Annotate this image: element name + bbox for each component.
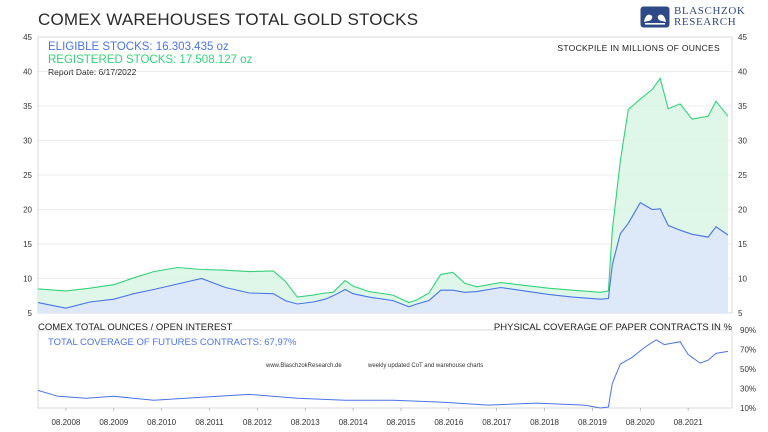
y-tick-label-left: 30 bbox=[23, 137, 32, 146]
lower-plot bbox=[37, 329, 733, 409]
x-tick-label: 08.2008 bbox=[51, 418, 80, 427]
unit-note: STOCKPILE IN MILLIONS OF OUNCES bbox=[557, 43, 720, 53]
x-tick-label: 08.2018 bbox=[530, 418, 559, 427]
coverage-tick-label: 30% bbox=[740, 385, 756, 394]
x-tick-label: 08.2016 bbox=[434, 418, 463, 427]
x-tick-label: 08.2009 bbox=[99, 418, 128, 427]
y-tick-label-right: 45 bbox=[738, 33, 747, 42]
footer-site: www.BlaschzokResearch.de bbox=[266, 363, 342, 369]
x-tick-label: 08.2015 bbox=[386, 418, 415, 427]
footer-note: weekly updated CoT and warehouse charts bbox=[368, 363, 484, 369]
y-tick-label-left: 10 bbox=[23, 275, 32, 284]
lower-y-axis-right: 10% 30% 50% 70% 90% bbox=[740, 326, 756, 413]
bull-bear-logo-icon bbox=[640, 6, 670, 28]
brand-name: BLASCHZOK RESEARCH bbox=[674, 6, 745, 28]
lower-panel-title: COMEX TOTAL OUNCES / OPEN INTEREST bbox=[38, 322, 233, 333]
series-registered-line bbox=[37, 77, 729, 304]
x-tick-label: 08.2010 bbox=[147, 418, 176, 427]
y-tick-label-right: 40 bbox=[738, 68, 747, 77]
x-tick-label: 08.2014 bbox=[339, 418, 368, 427]
coverage-tick-label: 90% bbox=[740, 326, 756, 335]
x-tick-label: 08.2021 bbox=[674, 418, 703, 427]
brand-logo: BLASCHZOK RESEARCH bbox=[640, 6, 745, 28]
y-tick-label-right: 15 bbox=[738, 240, 747, 249]
y-tick-label-left: 40 bbox=[23, 68, 32, 77]
x-tick-label: 08.2011 bbox=[195, 418, 224, 427]
x-tick-label: 08.2017 bbox=[482, 418, 511, 427]
upper-plot bbox=[37, 77, 729, 314]
coverage-tick-label: 50% bbox=[740, 365, 756, 374]
y-tick-label-right: 20 bbox=[738, 206, 747, 215]
y-tick-label-right: 5 bbox=[738, 309, 743, 318]
y-tick-label-right: 25 bbox=[738, 171, 747, 180]
x-tick-label: 08.2019 bbox=[578, 418, 607, 427]
series-coverage-line bbox=[37, 339, 729, 409]
legend-registered: REGISTERED STOCKS: 17.508.127 oz bbox=[48, 53, 253, 66]
upper-y-axis-left: 5 10 15 20 25 30 35 40 45 bbox=[23, 33, 32, 318]
y-tick-label-left: 45 bbox=[23, 33, 32, 42]
lower-plot-frame bbox=[37, 329, 733, 409]
chart-title: COMEX WAREHOUSES TOTAL GOLD STOCKS bbox=[38, 10, 419, 29]
y-tick-label-left: 35 bbox=[23, 102, 32, 111]
x-axis: 08.2008 08.2009 08.2010 08.2011 08.2012 08.20… bbox=[51, 408, 703, 427]
coverage-tick-label: 70% bbox=[740, 346, 756, 355]
y-tick-label-right: 35 bbox=[738, 102, 747, 111]
x-tick-label: 08.2020 bbox=[626, 418, 655, 427]
brand-line-2: RESEARCH bbox=[674, 16, 737, 28]
upper-y-axis-right: 5 10 15 20 25 30 35 40 45 bbox=[738, 33, 747, 318]
y-tick-label-left: 25 bbox=[23, 171, 32, 180]
y-tick-label-left: 20 bbox=[23, 206, 32, 215]
report-date: Report Date: 6/17/2022 bbox=[48, 67, 137, 77]
x-tick-label: 08.2013 bbox=[291, 418, 320, 427]
legend: ELIGIBLE STOCKS: 16.303.435 oz REGISTERE… bbox=[48, 41, 252, 79]
series-eligible-line bbox=[37, 201, 729, 309]
coverage-label: TOTAL COVERAGE OF FUTURES CONTRACTS: 67,… bbox=[48, 337, 297, 348]
y-tick-label-left: 5 bbox=[28, 309, 33, 318]
x-tick-label: 08.2012 bbox=[243, 418, 272, 427]
coverage-tick-label: 10% bbox=[740, 404, 756, 413]
brand-line-1: BLASCHZOK bbox=[674, 5, 746, 17]
y-tick-label-left: 15 bbox=[23, 240, 32, 249]
legend-eligible: ELIGIBLE STOCKS: 16.303.435 oz bbox=[48, 41, 229, 53]
series-eligible-area bbox=[38, 202, 728, 313]
lower-panel-unit: PHYSICAL COVERAGE OF PAPER CONTRACTS IN … bbox=[493, 322, 732, 333]
y-tick-label-right: 10 bbox=[738, 275, 747, 284]
y-tick-label-right: 30 bbox=[738, 137, 747, 146]
